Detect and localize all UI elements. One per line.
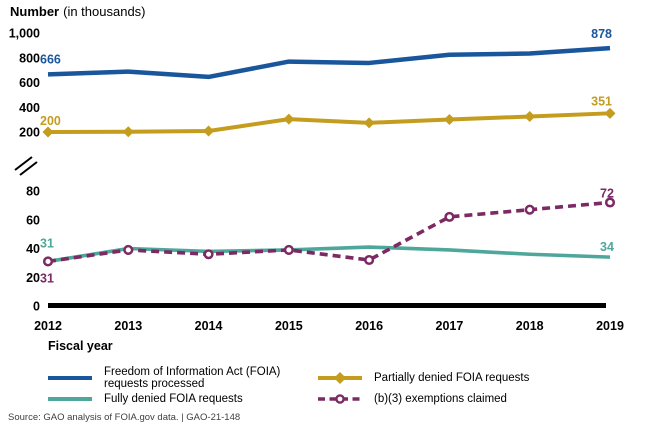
x-axis-line: [48, 303, 606, 308]
source-note: Source: GAO analysis of FOIA.gov data. |…: [8, 412, 241, 423]
legend-swatch-solid-teal-line: [48, 396, 92, 401]
legend-label: (b)(3) exemptions claimed: [374, 392, 507, 405]
series-first-value-label: 666: [40, 52, 61, 66]
series-first-value-label: 31: [40, 236, 54, 250]
x-tick-label: 2017: [436, 319, 464, 333]
legend-item-fully-denied: Fully denied FOIA requests: [48, 393, 318, 405]
diamond-marker-icon: [443, 114, 455, 126]
series-last-value-label: 34: [600, 240, 614, 254]
y-tick-label-bottom: 80: [26, 185, 40, 199]
legend-label: Freedom of Information Act (FOIA) reques…: [104, 365, 281, 390]
x-tick-label: 2018: [516, 319, 544, 333]
open-circle-marker-icon: [203, 249, 214, 260]
open-circle-marker-icon: [283, 244, 294, 255]
legend-item-partially-denied: Partially denied FOIA requests: [318, 371, 530, 384]
open-circle-marker-icon: [604, 197, 616, 208]
series-last-value-label: 878: [591, 27, 612, 41]
y-tick-label-bottom: 20: [26, 271, 40, 285]
legend-swatch-diamond-line: [318, 371, 362, 384]
diamond-marker-icon: [363, 117, 375, 129]
open-circle-marker-icon: [364, 254, 375, 266]
y-tick-label-top: 1,000: [9, 27, 40, 41]
series-line-3: [47, 200, 611, 264]
open-circle-marker-icon: [123, 244, 134, 255]
x-tick-label: 2014: [195, 319, 223, 333]
open-circle-marker-icon: [524, 204, 535, 215]
x-tick-label: 2012: [34, 319, 62, 333]
legend: Freedom of Information Act (FOIA) reques…: [48, 366, 530, 409]
y-tick-label-top: 400: [19, 101, 40, 115]
x-tick-label: 2019: [596, 319, 624, 333]
y-tick-label-bottom: 40: [26, 242, 40, 256]
series-first-value-label: 200: [40, 114, 61, 128]
diamond-marker-icon: [334, 371, 346, 384]
legend-label: Partially denied FOIA requests: [374, 371, 530, 384]
axis-break-icon: [14, 156, 33, 171]
series-line-0: [47, 45, 611, 80]
series-last-value-label: 351: [591, 94, 612, 108]
legend-label: Fully denied FOIA requests: [104, 392, 243, 405]
y-tick-label-top: 200: [19, 126, 40, 140]
open-circle-marker-icon: [42, 256, 54, 267]
legend-swatch-solid-blue-line: [48, 375, 92, 380]
x-tick-label: 2015: [275, 319, 303, 333]
legend-item-b3-exemptions: (b)(3) exemptions claimed: [318, 393, 529, 405]
axis-break-icon: [19, 161, 38, 176]
y-tick-label-bottom: 0: [33, 300, 40, 314]
legend-item-processed: Freedom of Information Act (FOIA) reques…: [48, 366, 318, 390]
diamond-marker-icon: [524, 111, 536, 123]
y-tick-label-top: 600: [19, 76, 40, 90]
y-tick-label-top: 800: [19, 51, 40, 65]
series-last-value-label: 72: [600, 187, 614, 201]
y-axis-title-main: Number: [10, 4, 60, 19]
diamond-marker-icon: [604, 107, 616, 119]
legend-swatch-dashed-circle-line: [318, 393, 362, 404]
diamond-marker-icon: [122, 126, 134, 138]
x-axis-title: Fiscal year: [48, 339, 113, 353]
y-tick-label-bottom: 60: [26, 213, 40, 227]
x-tick-label: 2013: [114, 319, 142, 333]
diamond-marker-icon: [203, 125, 215, 137]
x-tick-label: 2016: [355, 319, 383, 333]
open-circle-marker-icon: [444, 211, 455, 222]
series-line-1: [47, 111, 611, 134]
diamond-marker-icon: [283, 113, 295, 125]
y-axis-title-units: (in thousands): [63, 4, 146, 19]
series-first-value-label: 31: [40, 271, 54, 285]
diamond-marker-icon: [42, 126, 54, 138]
open-circle-marker-icon: [335, 393, 345, 404]
y-axis-title: Number (in thousands): [10, 4, 146, 19]
